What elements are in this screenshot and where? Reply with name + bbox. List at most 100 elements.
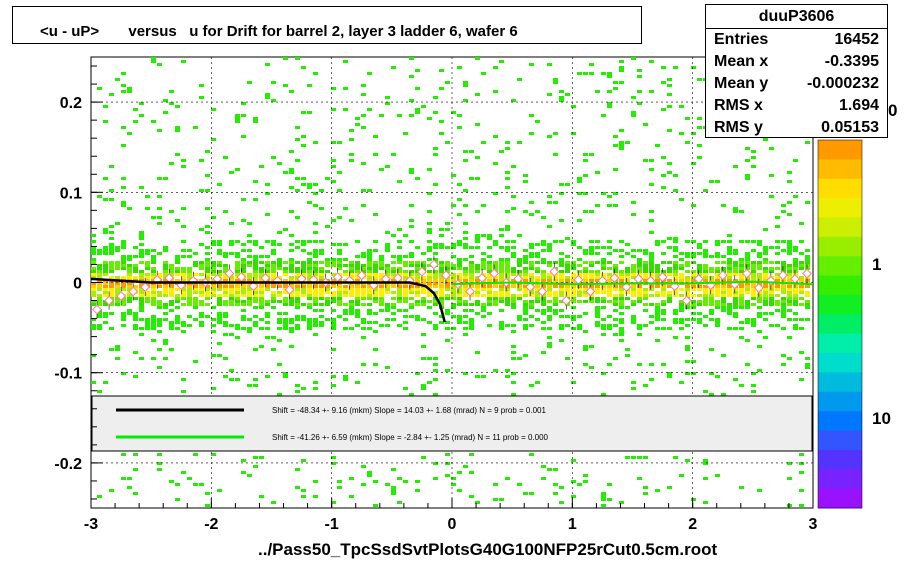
heatmap-cell (727, 246, 732, 249)
heatmap-cell (781, 264, 786, 267)
heatmap-cell (319, 267, 324, 270)
heatmap-cell (619, 261, 624, 264)
heatmap-cell (373, 504, 378, 507)
heatmap-cell (703, 459, 708, 462)
heatmap-cell (175, 267, 180, 270)
heatmap-cell (289, 186, 294, 189)
heatmap-cell (655, 327, 660, 330)
heatmap-cell (355, 315, 360, 318)
heatmap-cell (373, 300, 378, 303)
heatmap-cell (763, 300, 768, 303)
heatmap-cell (457, 183, 462, 186)
heatmap-cell (547, 249, 552, 252)
heatmap-cell (577, 291, 582, 294)
heatmap-cell (541, 309, 546, 312)
heatmap-cell (691, 132, 696, 135)
heatmap-cell (121, 282, 126, 285)
heatmap-cell (445, 321, 450, 324)
heatmap-cell (247, 327, 252, 330)
heatmap-cell (529, 273, 534, 276)
stats-label: Entries (714, 31, 769, 48)
heatmap-cell (721, 240, 726, 243)
heatmap-cell (745, 279, 750, 282)
heatmap-cell (553, 201, 558, 204)
heatmap-cell (397, 285, 402, 288)
heatmap-cell (289, 210, 294, 213)
heatmap-cell (133, 120, 138, 123)
heatmap-cell (337, 252, 342, 255)
heatmap-cell (91, 240, 96, 243)
heatmap-cell (721, 255, 726, 258)
heatmap-cell (385, 249, 390, 252)
heatmap-cell (151, 291, 156, 294)
heatmap-cell (613, 288, 618, 291)
heatmap-cell (619, 303, 624, 306)
heatmap-cell (283, 312, 288, 315)
heatmap-cell (409, 99, 414, 102)
heatmap-cell (505, 324, 510, 327)
heatmap-cell (97, 324, 102, 327)
heatmap-cell (547, 201, 552, 204)
heatmap-cell (751, 324, 756, 327)
heatmap-cell (787, 180, 792, 183)
heatmap-cell (523, 276, 528, 279)
profile-point (621, 282, 632, 292)
heatmap-cell (511, 267, 516, 270)
heatmap-cell (703, 477, 708, 480)
heatmap-cell (139, 186, 144, 189)
heatmap-cell (223, 357, 228, 360)
heatmap-cell (109, 270, 114, 273)
heatmap-cell (727, 270, 732, 273)
heatmap-cell (241, 258, 246, 261)
heatmap-cell (763, 252, 768, 255)
heatmap-cell (307, 252, 312, 255)
heatmap-cell (109, 288, 114, 291)
heatmap-cell (787, 267, 792, 270)
fit-curves (90, 277, 814, 323)
heatmap-cell (367, 276, 372, 279)
heatmap-cell (145, 273, 150, 276)
heatmap-cell (379, 255, 384, 258)
heatmap-cell (463, 285, 468, 288)
heatmap-cell (295, 468, 300, 471)
heatmap-cell (667, 93, 672, 96)
heatmap-cell (805, 255, 810, 258)
heatmap-cell (379, 279, 384, 282)
heatmap-cell (625, 297, 630, 300)
heatmap-cell (397, 246, 402, 249)
heatmap-cell (493, 264, 498, 267)
heatmap-cell (145, 195, 150, 198)
heatmap-cell (313, 495, 318, 498)
heatmap-cell (679, 294, 684, 297)
heatmap-cell (649, 288, 654, 291)
heatmap-cell (259, 261, 264, 264)
heatmap-cell (613, 135, 618, 138)
heatmap-cell (259, 345, 264, 348)
heatmap-cell (469, 261, 474, 264)
heatmap-cell (265, 96, 270, 99)
heatmap-cell (571, 381, 576, 384)
heatmap-cell (211, 279, 216, 282)
heatmap-cell (367, 255, 372, 258)
heatmap-cell (181, 249, 186, 252)
heatmap-cell (799, 264, 804, 267)
heatmap-cell (169, 480, 174, 483)
heatmap-cell (679, 474, 684, 477)
heatmap-cell (397, 297, 402, 300)
heatmap-cell (367, 288, 372, 291)
heatmap-cell (727, 285, 732, 288)
heatmap-cell (313, 294, 318, 297)
heatmap-cell (523, 309, 528, 312)
heatmap-cell (211, 243, 216, 246)
heatmap-cell (235, 300, 240, 303)
heatmap-cell (769, 324, 774, 327)
heatmap-cell (649, 90, 654, 93)
heatmap-cell (379, 258, 384, 261)
heatmap-cell (457, 321, 462, 324)
axes: -3 -2 -1 0 1 2 30.20.10-0.1-0.2 (54, 65, 818, 533)
heatmap-cell (739, 336, 744, 339)
heatmap-cell (409, 285, 414, 288)
heatmap-cell (619, 288, 624, 291)
heatmap-cell (697, 126, 702, 129)
